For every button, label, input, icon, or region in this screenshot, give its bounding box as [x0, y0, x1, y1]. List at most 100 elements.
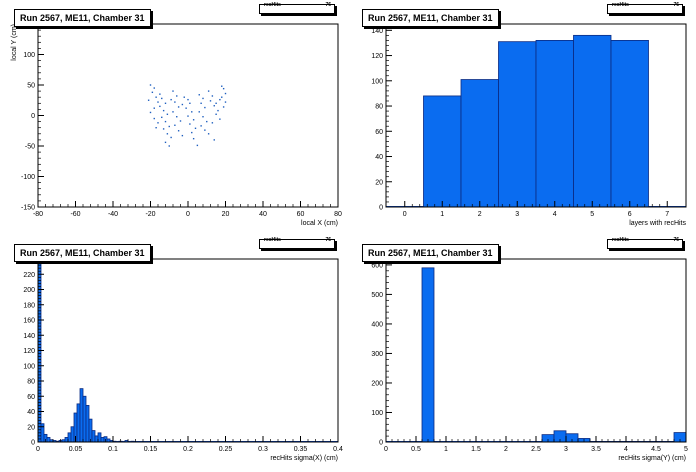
scatter-point	[211, 95, 214, 97]
y-tick-label: 140	[23, 333, 35, 340]
stats-value: 76	[325, 237, 331, 243]
histogram-bar	[79, 388, 84, 443]
scatter-plot: -80-60-40-20020406080-150-100-5005010015…	[11, 22, 342, 228]
stats-value: 76	[673, 237, 679, 243]
x-tick-label: 0.15	[144, 446, 158, 453]
histogram-bar	[535, 40, 574, 208]
scatter-point	[176, 116, 178, 118]
scatter-point	[187, 98, 189, 101]
scatter-point	[177, 130, 180, 132]
histogram-bar	[100, 437, 105, 443]
x-tick-label: 0.2	[183, 446, 193, 453]
y-tick-label: 600	[371, 262, 383, 269]
x-tick-label: 0.5	[411, 446, 421, 453]
histogram-bar	[82, 395, 87, 443]
histogram-bar	[498, 41, 537, 208]
y-tick-label: 220	[23, 272, 35, 279]
scatter-point	[198, 94, 200, 96]
y-tick-label: 100	[371, 78, 383, 85]
scatter-point	[155, 96, 157, 98]
scatter-point	[159, 105, 161, 108]
histogram-bar	[94, 435, 99, 443]
y-axis-title: local Y (cm)	[11, 24, 18, 61]
scatter-point	[170, 136, 172, 139]
stats-box: recHits 76	[607, 237, 683, 249]
stats-label: recHits	[612, 237, 629, 243]
y-tick-label: 40	[375, 154, 383, 161]
scatter-point	[213, 105, 215, 107]
scatter-point	[204, 129, 206, 131]
scatter-point	[187, 115, 189, 117]
plot-title: Run 2567, ME11, Chamber 31	[14, 9, 151, 27]
scatter-point	[209, 100, 212, 102]
scatter-point	[215, 102, 217, 104]
x-tick-label: 4.5	[651, 446, 661, 453]
x-tick-label: -80	[33, 211, 43, 218]
x-tick-label: 1	[440, 211, 444, 218]
y-tick-label: 0	[31, 113, 35, 120]
scatter-point	[151, 91, 154, 94]
scatter-point	[155, 127, 157, 129]
plot-title: Run 2567, ME11, Chamber 31	[362, 244, 499, 262]
y-tick-label: 400	[371, 321, 383, 328]
x-tick-label: 40	[259, 211, 267, 218]
y-tick-label: 0	[379, 205, 383, 212]
scatter-point	[153, 107, 155, 109]
y-tick-label: 300	[371, 351, 383, 358]
x-tick-label: 0.25	[219, 446, 233, 453]
y-tick-label: -150	[21, 205, 35, 212]
scatter-point	[224, 92, 227, 95]
x-axis-title: recHits sigma(Y) (cm)	[618, 455, 686, 462]
x-tick-label: 0.1	[108, 446, 118, 453]
scatter-point	[189, 102, 191, 104]
histogram-bar	[91, 430, 96, 443]
y-tick-label: 100	[371, 410, 383, 417]
panel-layers: 0 1 2 3 4 5 6 7 0 20 40 60 80 100 120 140 layers with re…	[353, 2, 693, 233]
y-tick-label: 200	[23, 287, 35, 294]
x-tick-label: 0	[384, 446, 388, 453]
scatter-point	[153, 87, 155, 89]
scatter-point	[211, 122, 214, 124]
stats-value: 76	[673, 2, 679, 8]
stats-label: recHits	[264, 237, 281, 243]
y-tick-label: 0	[31, 440, 35, 447]
plot-title: Run 2567, ME11, Chamber 31	[14, 244, 151, 262]
scatter-point	[172, 111, 174, 113]
histogram-bar	[88, 418, 93, 443]
scatter-point	[149, 84, 152, 86]
x-tick-label: 60	[297, 211, 305, 218]
scatter-point	[221, 96, 223, 98]
histogram-bar	[70, 426, 75, 443]
x-tick-label: 5	[684, 446, 688, 453]
histogram-bar	[76, 403, 81, 443]
scatter-point	[176, 95, 178, 97]
scatter-point	[162, 128, 165, 130]
x-tick-label: 4	[624, 446, 628, 453]
panel-sigma-x: 0 0.05 0.1 0.15 0.2 0.25 0.3 0.35 0.4 0 20 40 60 80 10…	[5, 237, 345, 468]
scatter-point	[219, 98, 221, 101]
scatter-point	[192, 137, 195, 140]
scatter-point	[183, 96, 185, 98]
y-tick-label: 160	[23, 318, 35, 325]
y-tick-label: 60	[375, 129, 383, 136]
x-tick-label: 3	[564, 446, 568, 453]
scatter-point	[164, 102, 167, 104]
layers-histogram: 0 1 2 3 4 5 6 7 0 20 40 60 80 100 120 140 layers with re…	[371, 23, 687, 227]
x-tick-label: 4	[553, 211, 557, 218]
stats-box: recHits 76	[259, 237, 335, 249]
x-tick-label: 3.5	[591, 446, 601, 453]
x-axis-title: recHits sigma(X) (cm)	[270, 455, 338, 462]
x-tick-label: 0.35	[294, 446, 308, 453]
histogram-bar	[423, 95, 462, 208]
scatter-point	[217, 109, 219, 112]
scatter-point	[219, 118, 221, 120]
histogram-bar	[573, 34, 612, 208]
scatter-point	[202, 116, 204, 118]
y-tick-label: 80	[27, 379, 35, 386]
scatter-point	[196, 144, 199, 147]
x-tick-label: 0	[186, 211, 190, 218]
x-tick-label: 7	[665, 211, 669, 218]
stats-label: recHits	[612, 2, 629, 8]
y-tick-label: 200	[371, 380, 383, 387]
histogram-bar	[97, 432, 102, 443]
